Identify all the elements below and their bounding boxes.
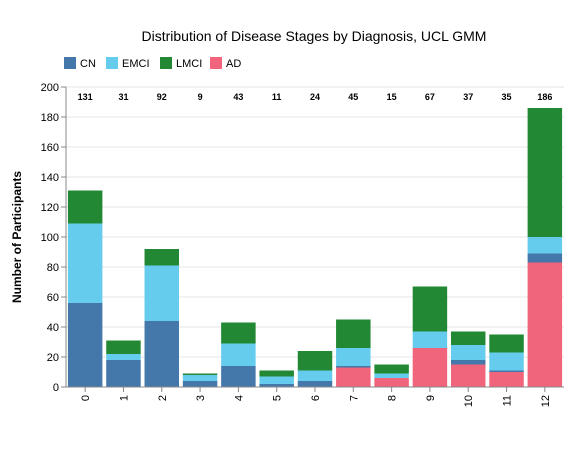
legend-label-cn: CN	[80, 58, 96, 70]
bar-segment-lmci	[297, 351, 333, 371]
chart-title: Distribution of Disease Stages by Diagno…	[142, 28, 487, 44]
y-axis-label: Number of Participants	[10, 171, 24, 303]
total-label: 9	[198, 92, 203, 102]
bar-segment-lmci	[144, 249, 180, 266]
totals-layer: 131 31 92 9 43 11 24 45 15 67 37 35 186	[78, 92, 553, 102]
bar-segment-emci	[144, 265, 180, 321]
total-label: 35	[502, 92, 512, 102]
bar-segment-cn	[259, 384, 294, 387]
bar-segment-cn	[182, 381, 218, 387]
x-tick-label: 2	[157, 395, 169, 401]
x-tick-label: 0	[80, 395, 92, 401]
bar-segment-cn	[450, 360, 486, 365]
x-tick-label: 12	[540, 395, 552, 407]
bar-segment-emci	[67, 223, 103, 303]
bar-segment-cn	[489, 370, 524, 372]
bar-segment-lmci	[182, 373, 218, 375]
legend-label-emci: EMCI	[122, 58, 150, 70]
legend: CN EMCI LMCI AD	[64, 57, 241, 70]
bar-segment-emci	[106, 354, 141, 360]
total-label: 45	[348, 92, 358, 102]
bar-segment-ad	[336, 367, 371, 387]
bar-segment-lmci	[412, 286, 448, 332]
x-tick-label: 6	[310, 395, 322, 401]
x-tick-label: 9	[425, 395, 437, 401]
bar-segment-lmci	[489, 334, 524, 353]
bar-segment-lmci	[374, 364, 409, 374]
bar-segment-emci	[259, 376, 294, 384]
total-label: 37	[463, 92, 473, 102]
total-label: 11	[272, 92, 282, 102]
bar-segment-lmci	[106, 340, 141, 354]
bar-segment-emci	[412, 331, 448, 348]
bar-segment-emci	[527, 237, 563, 254]
total-label: 24	[310, 92, 320, 102]
bar-segment-cn	[336, 366, 371, 368]
legend-swatch-emci	[106, 57, 118, 69]
legend-label-lmci: LMCI	[176, 58, 202, 70]
bar-segment-lmci	[527, 108, 563, 237]
legend-swatch-ad	[210, 57, 222, 69]
bar-segment-emci	[489, 352, 524, 371]
bar-segment-cn	[527, 253, 563, 263]
bar-segment-emci	[297, 370, 333, 381]
bar-segment-lmci	[259, 370, 294, 377]
total-label: 131	[78, 92, 93, 102]
x-tick-label: 7	[348, 395, 360, 401]
y-tick-label: 60	[47, 292, 59, 304]
bar-segment-ad	[374, 378, 409, 387]
total-label: 43	[233, 92, 243, 102]
bars-layer	[67, 108, 563, 387]
legend-swatch-lmci	[160, 57, 172, 69]
bar-segment-ad	[450, 364, 486, 387]
bar-segment-ad	[489, 372, 524, 387]
y-tick-label: 200	[41, 82, 59, 94]
y-tick-label: 160	[41, 142, 59, 154]
legend-label-ad: AD	[226, 58, 241, 70]
total-label: 67	[425, 92, 435, 102]
y-tick-label: 100	[41, 232, 59, 244]
bar-segment-cn	[144, 321, 180, 387]
x-tick-label: 5	[272, 395, 284, 401]
y-tick-label: 20	[47, 352, 59, 364]
bar-segment-emci	[221, 343, 256, 366]
bar-segment-ad	[412, 348, 448, 387]
total-label: 15	[387, 92, 397, 102]
x-tick-label: 1	[118, 395, 130, 401]
bar-segment-cn	[67, 303, 103, 387]
y-tick-label: 80	[47, 262, 59, 274]
y-tick-label: 0	[53, 382, 59, 394]
legend-swatch-cn	[64, 57, 76, 69]
x-tick-label: 3	[195, 395, 207, 401]
bar-segment-emci	[182, 375, 218, 381]
bar-segment-lmci	[221, 322, 256, 344]
x-tick-label: 10	[463, 395, 475, 407]
x-tick-label: 11	[502, 395, 514, 406]
total-label: 31	[118, 92, 128, 102]
bar-segment-ad	[527, 262, 563, 387]
total-label: 186	[537, 92, 552, 102]
y-tick-label: 180	[41, 112, 59, 124]
y-tick-label: 40	[47, 322, 59, 334]
y-tick-label: 120	[41, 202, 59, 214]
bar-segment-cn	[106, 360, 141, 387]
bar-segment-cn	[221, 366, 256, 387]
bar-segment-lmci	[336, 319, 371, 348]
x-tick-label: 4	[233, 395, 245, 401]
y-tick-label: 140	[41, 172, 59, 184]
bar-segment-emci	[450, 345, 486, 360]
bar-segment-cn	[297, 381, 333, 387]
bar-segment-emci	[374, 373, 409, 378]
bar-segment-emci	[336, 348, 371, 366]
total-label: 92	[157, 92, 167, 102]
bar-segment-lmci	[450, 331, 486, 345]
bar-segment-lmci	[67, 190, 103, 224]
x-tick-label: 8	[387, 395, 399, 401]
